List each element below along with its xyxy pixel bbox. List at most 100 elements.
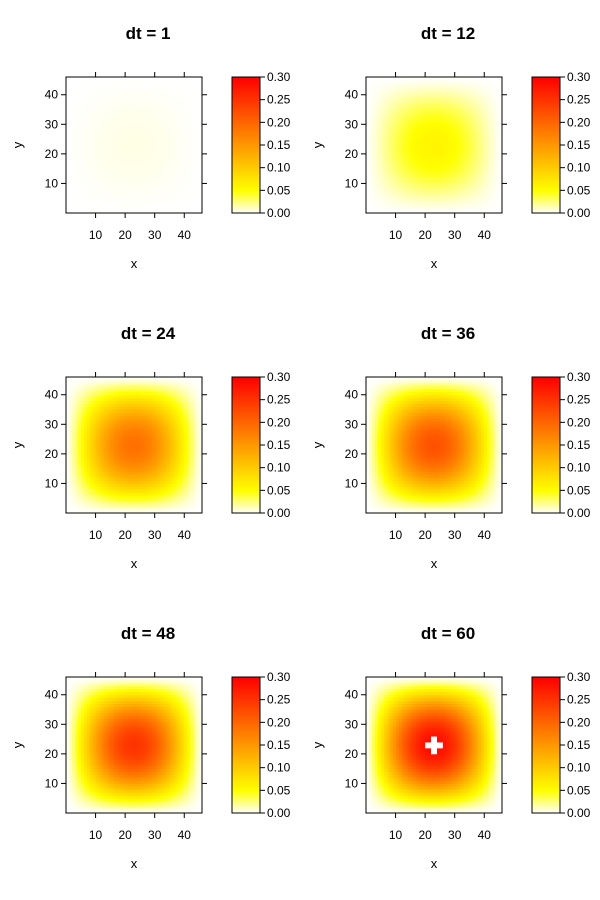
heatmap-cell — [187, 150, 191, 155]
colorbar-segment — [532, 137, 560, 140]
heatmap-cell — [98, 471, 102, 475]
heatmap-cell — [92, 180, 96, 184]
heatmap-cell — [134, 186, 138, 190]
heatmap-cell — [122, 174, 126, 178]
heatmap-cell — [163, 77, 167, 81]
heatmap-cell — [128, 147, 132, 152]
heatmap-cell — [193, 130, 197, 134]
heatmap-cell — [190, 201, 194, 205]
heatmap-cell — [422, 118, 426, 122]
heatmap-cell — [163, 204, 167, 208]
heatmap-cell — [151, 79, 156, 84]
heatmap-cell — [128, 115, 132, 119]
heatmap-cell — [71, 450, 76, 455]
heatmap-cell — [463, 142, 467, 146]
heatmap-cell — [95, 468, 99, 473]
heatmap-cell — [419, 118, 423, 122]
heatmap-cell — [475, 142, 479, 146]
heatmap-cell — [478, 147, 482, 152]
heatmap-cell — [166, 112, 170, 116]
heatmap-cell — [368, 94, 373, 99]
heatmap-cell — [410, 198, 414, 202]
heatmap-cell — [457, 201, 462, 205]
heatmap-cell — [366, 145, 370, 149]
heatmap-cell — [389, 204, 394, 208]
heatmap-cell — [187, 109, 191, 113]
heatmap-cell — [163, 136, 167, 140]
heatmap-cell — [466, 130, 470, 134]
heatmap-cell — [163, 183, 167, 187]
heatmap-cell — [77, 118, 82, 122]
heatmap-cell — [413, 177, 417, 181]
heatmap-cell — [481, 103, 485, 107]
heatmap-cell — [395, 180, 399, 184]
heatmap-cell — [95, 462, 99, 467]
heatmap-cell — [139, 153, 144, 158]
heatmap-cell — [74, 192, 79, 196]
heatmap-cell — [175, 112, 179, 116]
heatmap-cell — [98, 409, 102, 413]
heatmap-cell — [187, 183, 191, 187]
heatmap-cell — [416, 210, 420, 214]
heatmap-cell — [419, 189, 423, 193]
heatmap-cell — [68, 377, 73, 381]
heatmap-cell — [410, 133, 414, 137]
heatmap-cell — [139, 174, 144, 178]
heatmap-cell — [66, 510, 70, 514]
heatmap-cell — [71, 207, 76, 211]
heatmap-cell — [413, 204, 417, 208]
heatmap-cell — [80, 91, 85, 96]
heatmap-cell — [386, 112, 391, 116]
heatmap-cell — [445, 207, 450, 211]
heatmap-cell — [389, 85, 394, 90]
heatmap-cell — [71, 91, 76, 96]
heatmap-cell — [374, 124, 379, 128]
heatmap-cell — [169, 109, 173, 113]
heatmap-cell — [436, 210, 441, 214]
heatmap-cell — [71, 147, 76, 152]
heatmap-cell — [398, 139, 402, 143]
heatmap-cell — [89, 195, 94, 199]
heatmap-cell — [119, 91, 123, 96]
heatmap-cell — [436, 198, 441, 202]
heatmap-cell — [104, 142, 108, 146]
heatmap-cell — [68, 100, 73, 105]
heatmap-cell — [374, 192, 379, 196]
heatmap-cell — [451, 153, 456, 158]
heatmap-cell — [145, 100, 150, 105]
heatmap-cell — [454, 124, 459, 128]
heatmap-cell — [80, 430, 85, 434]
heatmap-cell — [66, 394, 70, 399]
heatmap-cell — [66, 133, 70, 137]
heatmap-cell — [371, 77, 376, 81]
heatmap-cell — [401, 85, 405, 90]
heatmap-cell — [83, 442, 88, 446]
heatmap-cell — [490, 88, 494, 93]
heatmap-cell — [104, 82, 108, 87]
heatmap-cell — [74, 91, 79, 96]
heatmap-cell — [407, 198, 411, 202]
heatmap-cell — [68, 504, 73, 508]
heatmap-cell — [493, 201, 497, 205]
heatmap-cell — [71, 471, 76, 475]
heatmap-cell — [178, 171, 182, 175]
heatmap-cell — [154, 192, 159, 196]
heatmap-cell — [83, 91, 88, 96]
heatmap-cell — [142, 103, 147, 107]
heatmap-cell — [196, 168, 200, 173]
heatmap-cell — [401, 88, 405, 93]
heatmap-cell — [487, 147, 491, 152]
heatmap-cell — [98, 450, 102, 455]
heatmap-cell — [131, 183, 135, 187]
heatmap-cell — [151, 94, 156, 99]
heatmap-cell — [481, 171, 485, 175]
heatmap-cell — [425, 94, 429, 99]
heatmap-cell — [193, 201, 197, 205]
heatmap-cell — [490, 189, 494, 193]
heatmap-cell — [151, 183, 156, 187]
heatmap-cell — [136, 82, 141, 87]
heatmap-cell — [454, 165, 459, 170]
heatmap-cell — [116, 94, 120, 99]
heatmap-cell — [401, 201, 405, 205]
heatmap-cell — [422, 204, 426, 208]
